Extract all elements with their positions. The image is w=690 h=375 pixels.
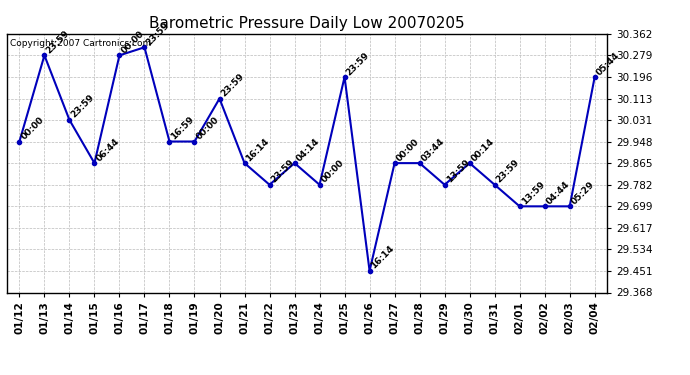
Text: 23:59: 23:59 (344, 50, 371, 77)
Text: 00:14: 00:14 (470, 136, 496, 163)
Text: 04:14: 04:14 (295, 136, 322, 163)
Text: 23:59: 23:59 (495, 158, 522, 185)
Title: Barometric Pressure Daily Low 20070205: Barometric Pressure Daily Low 20070205 (149, 16, 465, 31)
Text: 00:00: 00:00 (19, 115, 46, 141)
Text: 00:00: 00:00 (119, 29, 146, 56)
Text: 03:44: 03:44 (420, 136, 446, 163)
Text: 23:59: 23:59 (44, 28, 71, 56)
Text: 13:59: 13:59 (444, 158, 471, 185)
Text: 13:59: 13:59 (520, 180, 546, 206)
Text: 23:59: 23:59 (70, 93, 96, 120)
Text: 05:29: 05:29 (570, 180, 596, 206)
Text: Copyright 2007 Cartronics.com: Copyright 2007 Cartronics.com (10, 39, 151, 48)
Text: 16:59: 16:59 (170, 115, 196, 141)
Text: 00:00: 00:00 (319, 159, 346, 185)
Text: 23:59: 23:59 (270, 158, 296, 185)
Text: 23:59: 23:59 (144, 21, 171, 47)
Text: 00:00: 00:00 (395, 137, 421, 163)
Text: 00:00: 00:00 (195, 115, 221, 141)
Text: 16:14: 16:14 (244, 136, 271, 163)
Text: 04:44: 04:44 (544, 180, 571, 206)
Text: 23:59: 23:59 (219, 72, 246, 99)
Text: 05:44: 05:44 (595, 50, 622, 77)
Text: 06:44: 06:44 (95, 136, 121, 163)
Text: 16:14: 16:14 (370, 244, 396, 271)
